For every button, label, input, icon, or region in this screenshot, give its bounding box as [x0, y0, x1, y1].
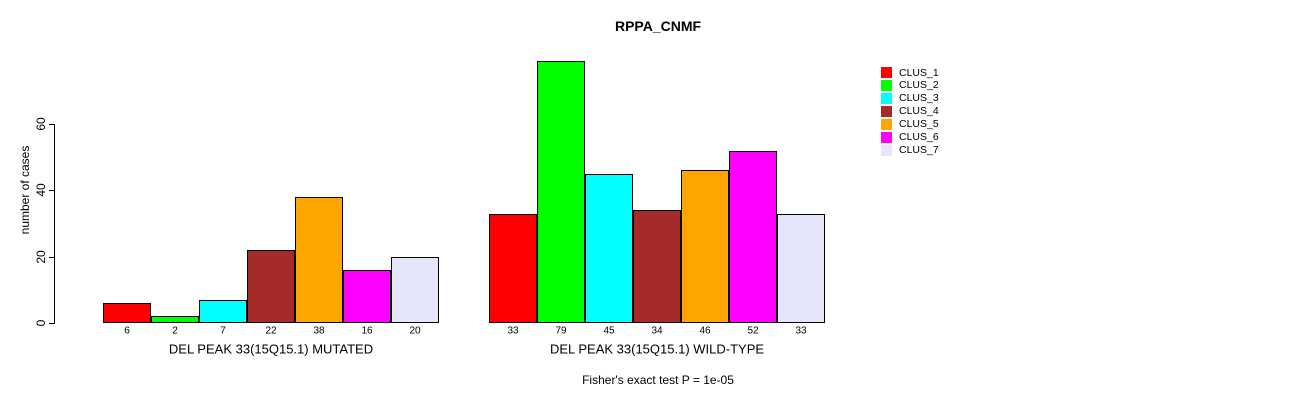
legend-label-clus_3: CLUS_3: [899, 92, 939, 105]
y-axis-title: number of cases: [18, 145, 32, 235]
legend-label-clus_6: CLUS_6: [899, 131, 939, 144]
legend-swatch-clus_3: [881, 92, 892, 104]
legend-swatch-clus_7: [881, 144, 892, 156]
bar-value-label: 2: [172, 325, 178, 337]
bar-value-label: 45: [603, 325, 615, 337]
y-axis-line: [54, 124, 55, 324]
bar-value-label: 7: [220, 325, 226, 337]
bar-value-label: 46: [699, 325, 711, 337]
bar-clus_1-group2: [489, 213, 537, 323]
bar-clus_7-group2: [777, 213, 825, 323]
bar-value-label: 16: [361, 325, 373, 337]
y-axis-tick: [49, 124, 54, 125]
bar-clus_4-group2: [633, 210, 681, 323]
chart-title: RPPA_CNMF: [614, 18, 702, 34]
legend-swatch-clus_5: [881, 118, 892, 130]
legend-label-clus_1: CLUS_1: [899, 66, 939, 79]
legend-label-clus_7: CLUS_7: [899, 144, 939, 157]
bar-value-label: 34: [651, 325, 663, 337]
legend-label-clus_4: CLUS_4: [899, 105, 939, 118]
bar-clus_7-group1: [391, 256, 439, 323]
legend-label-clus_2: CLUS_2: [899, 79, 939, 92]
y-tick-label: 0: [34, 319, 48, 327]
bar-value-label: 33: [507, 325, 519, 337]
y-tick-label: 40: [34, 183, 48, 198]
legend-swatch-clus_6: [881, 131, 892, 143]
bar-clus_2-group1: [151, 316, 199, 323]
legend-swatch-clus_1: [881, 67, 892, 78]
bar-value-label: 20: [409, 325, 421, 337]
bar-value-label: 6: [124, 325, 130, 337]
x-group-label: DEL PEAK 33(15Q15.1) MUTATED: [168, 341, 374, 357]
bar-clus_6-group1: [343, 269, 391, 323]
y-axis-tick: [49, 323, 54, 324]
x-group-label: DEL PEAK 33(15Q15.1) WILD-TYPE: [549, 341, 765, 357]
y-tick-label: 20: [34, 249, 48, 264]
y-axis-tick: [49, 256, 54, 258]
bar-value-label: 33: [795, 325, 807, 337]
bar-value-label: 79: [555, 325, 567, 337]
fisher-test-annotation: Fisher's exact test P = 1e-05: [582, 373, 734, 387]
bar-clus_2-group2: [537, 60, 585, 323]
bar-value-label: 38: [313, 325, 325, 337]
bar-clus_5-group2: [681, 170, 729, 323]
bar-clus_1-group1: [103, 303, 151, 323]
bar-clus_4-group1: [247, 250, 295, 323]
bar-value-label: 52: [747, 325, 759, 337]
bar-clus_5-group1: [295, 196, 343, 323]
y-tick-label: 60: [34, 117, 48, 131]
bar-clus_3-group1: [199, 299, 247, 323]
y-axis-tick: [49, 190, 54, 192]
legend-label-clus_5: CLUS_5: [899, 118, 939, 131]
legend-swatch-clus_2: [881, 79, 892, 91]
legend-swatch-clus_4: [881, 105, 892, 117]
bar-value-label: 22: [265, 325, 277, 337]
bar-clus_6-group2: [729, 150, 777, 323]
bar-clus_3-group2: [585, 173, 633, 323]
